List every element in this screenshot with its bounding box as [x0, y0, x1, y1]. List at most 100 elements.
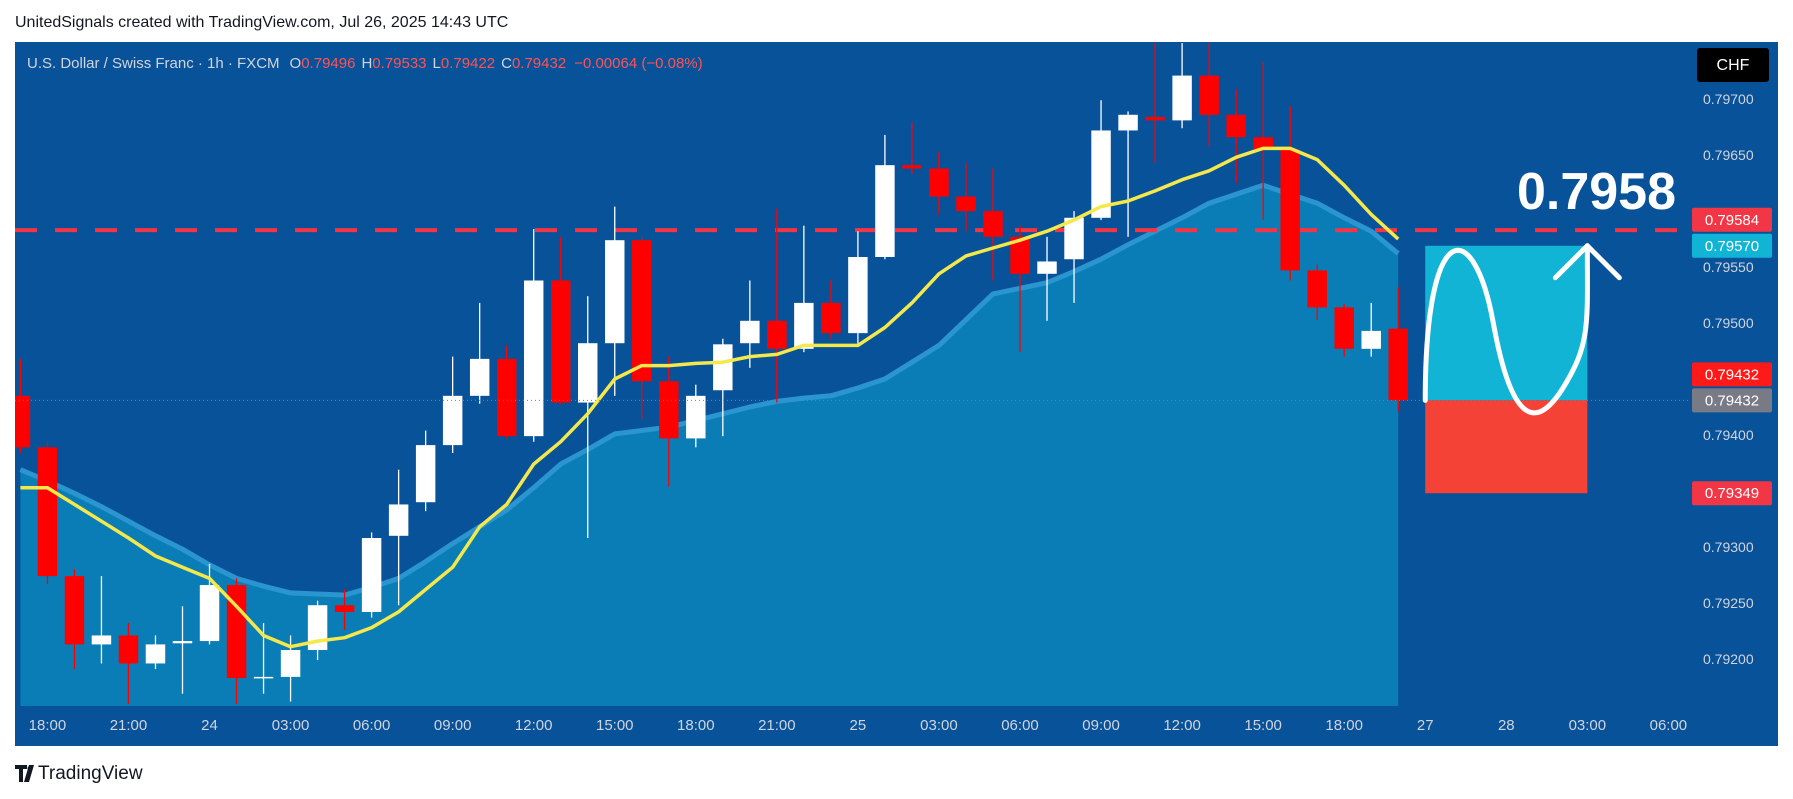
candle-body: [523, 280, 544, 437]
annotation: 0.7958: [1517, 163, 1676, 221]
candle-body: [1064, 217, 1084, 260]
candle-body: [605, 240, 625, 344]
x-tick-label: 03:00: [272, 717, 310, 734]
indicator-area: [20, 185, 1399, 706]
candle-body: [794, 302, 814, 349]
candle-body: [848, 256, 868, 334]
x-tick-label: 12:00: [1163, 717, 1201, 734]
indicator-area-edge: [19, 182, 1400, 598]
projection-arrowhead: [1552, 243, 1622, 281]
candle-body: [145, 644, 166, 664]
x-tick-label: 06:00: [353, 717, 391, 734]
plot-area: [15, 43, 1690, 706]
candle-body: [713, 344, 733, 391]
candle-body: [956, 196, 976, 212]
candle-body: [983, 211, 1003, 237]
y-tick-label: 0.79700: [1703, 91, 1754, 107]
price-badge-label: 0.79584: [1705, 212, 1759, 229]
price-badge: [1692, 481, 1772, 506]
y-tick-label: 0.79250: [1703, 595, 1754, 611]
candle-body: [1010, 236, 1030, 274]
x-tick-label: 15:00: [596, 717, 634, 734]
x-tick-label: 18:00: [1325, 717, 1363, 734]
candle-body: [469, 358, 490, 396]
x-tick-label: 06:00: [1650, 717, 1688, 734]
candle-body: [740, 320, 760, 344]
candle-body: [1253, 137, 1273, 150]
candle-body: [388, 504, 409, 536]
y-tick-label: 0.79200: [1703, 651, 1754, 667]
ohlc-key: H: [361, 55, 372, 72]
candle-body: [361, 538, 382, 612]
candle-body: [334, 605, 355, 612]
x-tick-label: 12:00: [515, 717, 553, 734]
ohlc-key: C: [501, 55, 512, 72]
candle-body: [767, 320, 787, 349]
y-tick-label: 0.79400: [1703, 427, 1754, 443]
stop-zone: [1425, 400, 1588, 494]
x-tick-label: 09:00: [434, 717, 472, 734]
candle-body: [902, 165, 922, 169]
candle-body: [659, 381, 679, 439]
x-tick-label: 21:00: [110, 717, 148, 734]
candle-body: [15, 395, 31, 448]
candle-body: [280, 650, 301, 677]
x-tick-label: 18:00: [677, 717, 715, 734]
candle-body: [172, 641, 193, 644]
candle-body: [1361, 330, 1381, 349]
x-tick-label: 28: [1498, 717, 1515, 734]
ohlc-value: 0.79432: [512, 55, 566, 72]
x-tick-label: 06:00: [1001, 717, 1039, 734]
symbol: U.S. Dollar / Swiss Franc · 1h · FXCM: [27, 55, 280, 72]
candle-body: [1145, 117, 1165, 121]
y-tick-label: 0.79500: [1703, 315, 1754, 331]
candle-body: [64, 576, 85, 645]
price-badge-label: 0.79432: [1705, 366, 1759, 383]
candle-body: [442, 395, 463, 446]
candle-body: [1172, 75, 1192, 121]
change: −0.00064 (−0.08%): [574, 55, 702, 72]
x-tick-label: 15:00: [1244, 717, 1282, 734]
ohlc-value: 0.79496: [301, 55, 355, 72]
ohlc-value: 0.79533: [372, 55, 426, 72]
x-tick-label: 24: [201, 717, 218, 734]
candle-body: [1118, 114, 1138, 131]
candle-body: [1280, 149, 1300, 271]
candle-body: [118, 635, 139, 664]
currency[interactable]: CHF: [1717, 57, 1750, 74]
y-tick-label: 0.79650: [1703, 147, 1754, 163]
x-tick-label: 25: [850, 717, 867, 734]
legend: U.S. Dollar / Swiss Franc · 1h · FXCM O0.…: [27, 55, 703, 72]
candle-body: [91, 635, 112, 645]
x-tick-label: 09:00: [1082, 717, 1120, 734]
ohlc-value: 0.79422: [441, 55, 495, 72]
price-badge: [1692, 207, 1772, 232]
currency-badge[interactable]: [1697, 48, 1769, 82]
attribution: UnitedSignals created with TradingView.c…: [15, 14, 508, 31]
candle-body: [686, 395, 706, 439]
candle-body: [253, 676, 274, 679]
brand: TradingView: [38, 763, 143, 784]
projection-curve: [1422, 243, 1590, 416]
y-tick-label: 0.79550: [1703, 259, 1754, 275]
price-badge: [1692, 233, 1772, 258]
candle-body: [1037, 261, 1057, 274]
price-badge: [1692, 362, 1772, 387]
moving-average: [20, 146, 1400, 649]
y-tick-label: 0.79300: [1703, 539, 1754, 555]
brand-logo: [15, 765, 34, 782]
candle-body: [1091, 130, 1111, 218]
candle-body: [37, 447, 58, 577]
price-badge-label: 0.79570: [1705, 238, 1759, 255]
candle-body: [632, 240, 652, 382]
x-tick-label: 21:00: [758, 717, 796, 734]
price-badge-label: 0.79432: [1705, 392, 1759, 409]
x-tick-label: 03:00: [1569, 717, 1607, 734]
candle-body: [578, 343, 598, 403]
ohlc-key: O: [290, 55, 302, 72]
candle-body: [1199, 75, 1219, 115]
candle-body: [875, 165, 895, 257]
candle-body: [821, 302, 841, 334]
